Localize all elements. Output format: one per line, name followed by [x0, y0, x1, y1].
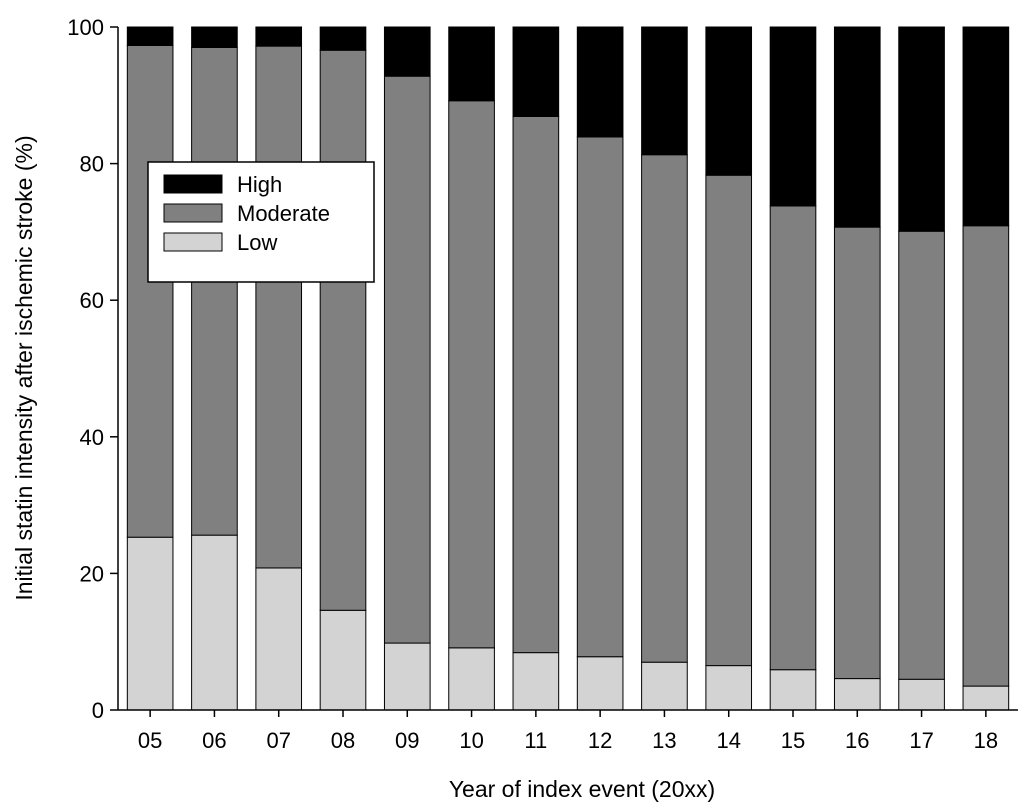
x-tick-label: 08: [331, 728, 355, 753]
y-tick-label: 100: [67, 15, 104, 40]
x-tick-label: 11: [524, 728, 547, 753]
bar-segment-low-15: [769, 669, 817, 711]
x-tick-label: 15: [781, 728, 805, 753]
y-axis-title: Initial statin intensity after ischemic …: [11, 135, 37, 600]
legend-swatch-moderate: [163, 203, 223, 223]
bar-segment-high-05: [126, 26, 174, 46]
bar-segment-high-13: [641, 26, 688, 156]
bar-segment-moderate-18: [962, 225, 1010, 687]
bar-segment-low-18: [962, 685, 1010, 711]
bar-segment-moderate-13: [641, 154, 688, 663]
bar-segment-moderate-16: [833, 226, 881, 680]
x-tick-label: 09: [395, 728, 419, 753]
bar-segment-low-11: [512, 652, 560, 711]
bar-segment-low-09: [383, 642, 431, 711]
x-axis-title: Year of index event (20xx): [449, 776, 715, 802]
bar-segment-moderate-07: [255, 45, 303, 569]
bar-segment-high-12: [576, 26, 624, 138]
legend-label-moderate: Moderate: [237, 201, 330, 226]
bar-segment-high-07: [255, 26, 303, 47]
bar-segment-moderate-11: [512, 115, 560, 654]
bar-segment-high-16: [833, 26, 881, 228]
x-tick-label: 12: [588, 728, 612, 753]
bar-segment-moderate-12: [576, 136, 624, 658]
bar-segment-high-17: [898, 26, 945, 232]
bar-segment-high-11: [512, 26, 560, 117]
bar-segment-low-17: [898, 678, 945, 711]
bar-segment-low-07: [255, 567, 303, 711]
bar-segment-high-14: [705, 26, 753, 176]
bar-segment-low-14: [705, 665, 753, 711]
bar-segment-low-08: [319, 609, 367, 711]
bar-segment-high-10: [448, 26, 495, 102]
y-tick-label: 0: [92, 698, 104, 723]
x-tick-label: 13: [652, 728, 676, 753]
x-tick-label: 05: [138, 728, 162, 753]
bar-segment-low-06: [191, 534, 238, 711]
bar-segment-high-08: [319, 26, 367, 51]
bar-segment-moderate-17: [898, 230, 945, 680]
legend-label-high: High: [237, 172, 282, 197]
legend-swatch-high: [163, 174, 223, 194]
x-tick-label: 17: [909, 728, 933, 753]
bar-segment-high-09: [383, 26, 431, 77]
bar-segment-moderate-05: [126, 44, 174, 538]
bar-segment-low-13: [641, 661, 688, 711]
bars-layer: [126, 26, 1010, 711]
bar-segment-high-15: [769, 26, 817, 207]
bar-segment-moderate-15: [769, 205, 817, 671]
axes-layer: [117, 27, 1018, 711]
y-tick-label: 80: [80, 152, 104, 177]
x-tick-label: 14: [716, 728, 740, 753]
bar-segment-moderate-10: [448, 100, 495, 649]
y-tick-label: 40: [80, 425, 104, 450]
x-tick-label: 16: [845, 728, 869, 753]
x-tick-label: 10: [459, 728, 483, 753]
legend-label-low: Low: [237, 230, 277, 255]
bar-segment-moderate-06: [191, 46, 238, 536]
bar-segment-moderate-09: [383, 75, 431, 644]
bar-segment-moderate-14: [705, 174, 753, 667]
bar-segment-low-10: [448, 647, 495, 711]
bar-segment-moderate-08: [319, 49, 367, 611]
x-tick-label: 07: [266, 728, 290, 753]
x-tick-label: 18: [974, 728, 998, 753]
x-tick-label: 06: [202, 728, 226, 753]
legend-swatch-low: [163, 232, 223, 252]
legend: High Moderate Low: [147, 161, 375, 283]
bar-segment-low-12: [576, 656, 624, 711]
bar-segment-low-16: [833, 678, 881, 711]
bar-segment-high-06: [191, 26, 238, 48]
bar-segment-low-05: [126, 536, 174, 711]
bar-segment-high-18: [962, 26, 1010, 227]
y-tick-label: 60: [80, 288, 104, 313]
ticks-layer: 0 20 40 60 80 100 05 06 07 08 09 10 11 12 13 14 15 16 17 18: [67, 15, 998, 753]
y-tick-label: 20: [80, 561, 104, 586]
